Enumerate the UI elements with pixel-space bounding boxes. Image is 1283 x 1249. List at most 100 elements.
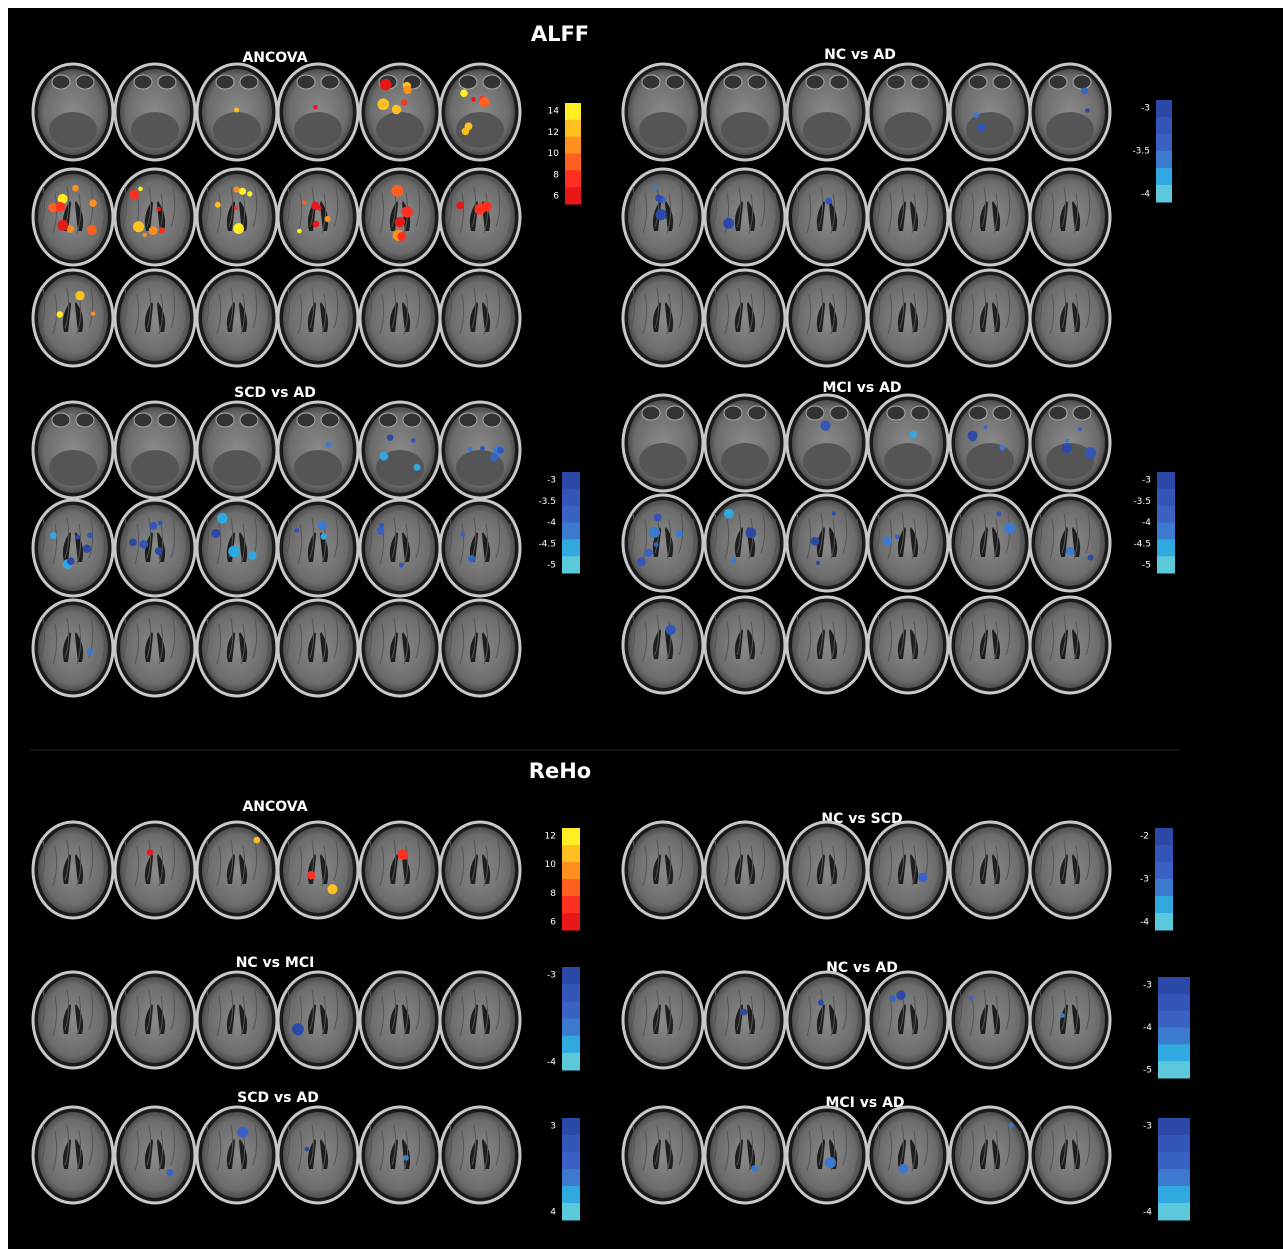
brain-slice	[710, 1112, 780, 1198]
sulcus	[724, 995, 730, 1037]
colorbar-segment	[1158, 1152, 1190, 1170]
brain-slice	[955, 602, 1025, 688]
sulcus	[40, 839, 46, 881]
sulcus	[333, 617, 339, 659]
sulcus	[772, 620, 778, 662]
colorbar-label: -3.5	[1132, 147, 1150, 157]
sulcus	[471, 1124, 477, 1166]
sulcus	[321, 1130, 327, 1172]
colorbar-segment	[562, 556, 580, 574]
ventricle	[652, 201, 674, 231]
sulcus	[748, 845, 754, 887]
ventricle	[226, 1139, 248, 1169]
brain-slice	[283, 827, 353, 913]
sulcus	[216, 995, 222, 1037]
sulcus	[146, 617, 152, 659]
sulcus	[228, 989, 234, 1031]
sulcus	[760, 989, 766, 1031]
brain-slice	[38, 827, 108, 913]
sulcus	[333, 186, 339, 228]
colorbar-segment	[1158, 977, 1190, 995]
activation	[379, 451, 389, 461]
sulcus	[654, 287, 660, 329]
sulcus	[678, 1124, 684, 1166]
sulcus	[1061, 186, 1067, 228]
sulcus	[391, 1124, 397, 1166]
sulcus	[379, 192, 385, 234]
sulcus	[182, 192, 188, 234]
sulcus	[285, 839, 291, 881]
sulcus	[88, 186, 94, 228]
orbit	[402, 412, 422, 428]
sulcus	[309, 989, 315, 1031]
activation	[740, 1008, 748, 1016]
sulcus	[507, 995, 513, 1037]
colorbar-segment	[562, 1001, 580, 1019]
sulcus	[1017, 192, 1023, 234]
sulcus	[1085, 287, 1091, 329]
orbit	[75, 412, 95, 428]
sulcus	[1037, 989, 1043, 1031]
sulcus	[1037, 614, 1043, 656]
sulcus	[875, 839, 881, 881]
colorbar-label: -5	[1143, 1066, 1152, 1076]
activation	[730, 557, 737, 564]
sulcus	[911, 620, 917, 662]
sulcus	[146, 287, 152, 329]
activation	[86, 225, 97, 236]
activation	[896, 990, 906, 1000]
sulcus	[854, 995, 860, 1037]
brain-slice	[792, 602, 862, 688]
orbit	[239, 74, 259, 90]
ventricle	[1059, 1139, 1081, 1169]
sulcus	[993, 845, 999, 887]
colorbar-label: -4	[1140, 918, 1149, 928]
sulcus	[1017, 293, 1023, 335]
sulcus	[1061, 287, 1067, 329]
brain-slice	[873, 827, 943, 913]
cerebellum	[294, 450, 342, 486]
sulcus	[146, 186, 152, 228]
sulcus	[690, 293, 696, 335]
sulcus	[1017, 518, 1023, 560]
brain-slice	[283, 977, 353, 1063]
orbit	[829, 405, 849, 421]
ventricle	[389, 302, 411, 332]
sulcus	[471, 839, 477, 881]
activation	[723, 218, 735, 229]
sulcus	[666, 518, 672, 560]
activation	[391, 104, 402, 115]
ventricle	[897, 629, 919, 659]
panel-title: ANCOVA	[242, 799, 307, 815]
orbit	[968, 74, 988, 90]
colorbar-segment	[565, 119, 581, 138]
sulcus	[459, 523, 465, 565]
activation	[214, 201, 221, 208]
cerebellum	[131, 450, 179, 486]
sulcus	[899, 1124, 905, 1166]
activation	[294, 527, 300, 533]
sulcus	[367, 989, 373, 1031]
sulcus	[52, 623, 58, 665]
sulcus	[630, 989, 636, 1031]
sulcus	[935, 845, 941, 887]
orbit	[215, 412, 235, 428]
activation	[157, 520, 163, 526]
activation	[1087, 554, 1094, 561]
activation	[394, 216, 406, 228]
activation	[253, 836, 261, 844]
sulcus	[483, 1130, 489, 1172]
sulcus	[712, 989, 718, 1031]
activation	[825, 197, 833, 205]
colorbar-segment	[1156, 151, 1172, 169]
ventricle	[1059, 302, 1081, 332]
orbit	[886, 74, 906, 90]
orbit	[992, 74, 1012, 90]
orbit	[51, 412, 71, 428]
orbit	[641, 405, 661, 421]
activation	[327, 884, 338, 895]
sulcus	[403, 523, 409, 565]
sulcus	[818, 512, 824, 554]
orbit	[723, 74, 743, 90]
sulcus	[146, 517, 152, 559]
